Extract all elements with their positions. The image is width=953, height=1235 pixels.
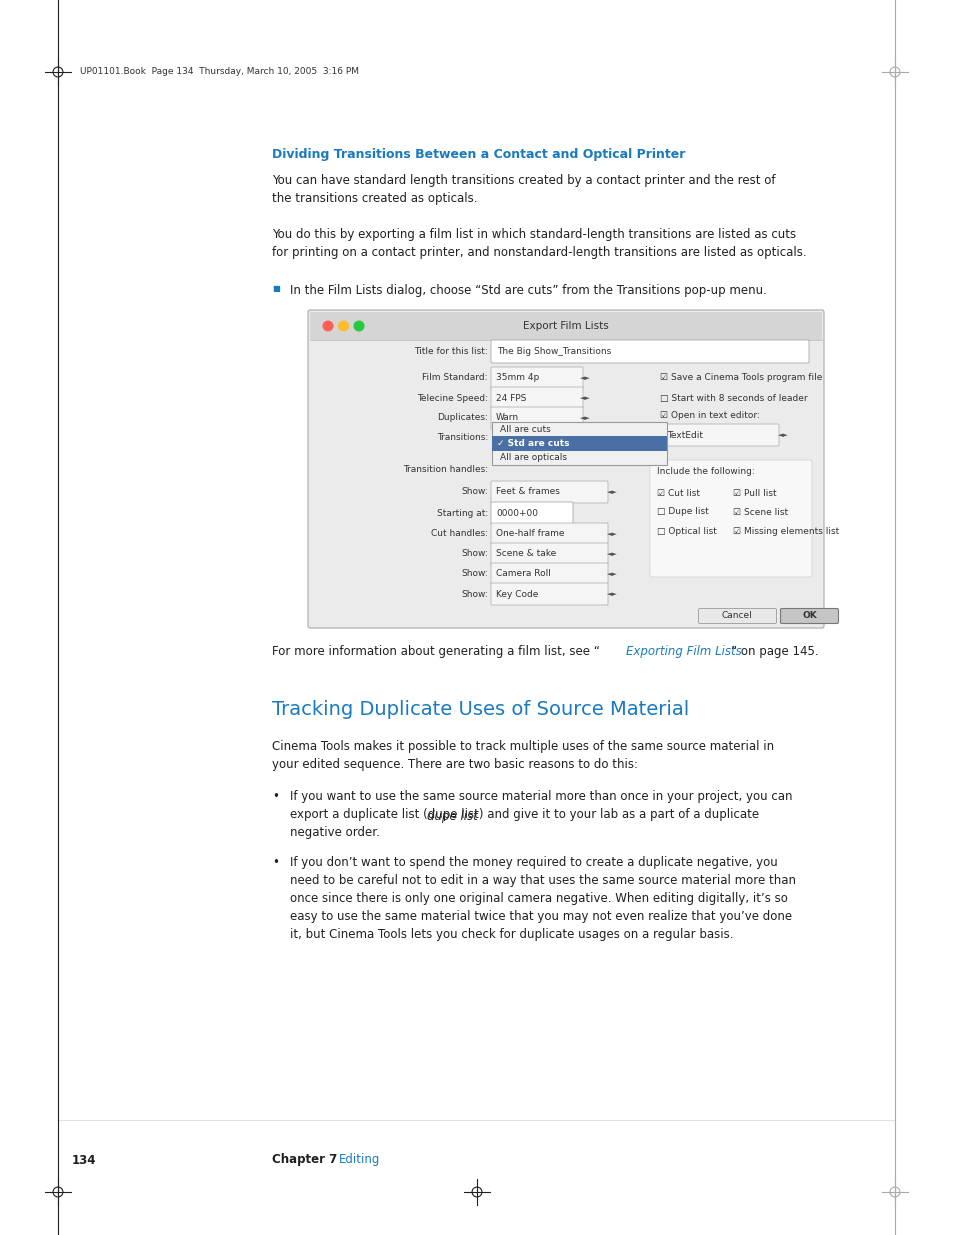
Circle shape (338, 321, 348, 331)
Text: Dividing Transitions Between a Contact and Optical Printer: Dividing Transitions Between a Contact a… (272, 148, 684, 161)
Text: 134: 134 (71, 1153, 96, 1167)
Text: Transition handles:: Transition handles: (402, 466, 488, 474)
Text: OK: OK (801, 611, 817, 620)
Text: Starting at:: Starting at: (436, 509, 488, 517)
Text: Show:: Show: (460, 488, 488, 496)
Text: Cut handles:: Cut handles: (431, 530, 488, 538)
FancyBboxPatch shape (491, 480, 607, 503)
Text: 24 FPS: 24 FPS (496, 394, 526, 403)
Text: 0000+00: 0000+00 (496, 509, 537, 517)
FancyBboxPatch shape (698, 609, 776, 624)
Text: Tracking Duplicate Uses of Source Material: Tracking Duplicate Uses of Source Materi… (272, 700, 688, 719)
Text: Export Film Lists: Export Film Lists (522, 321, 608, 331)
Text: ◄►: ◄► (579, 395, 590, 401)
Text: You do this by exporting a film list in which standard-length transitions are li: You do this by exporting a film list in … (272, 228, 806, 259)
FancyBboxPatch shape (491, 563, 607, 585)
Text: □ Dupe list: □ Dupe list (657, 508, 708, 516)
FancyBboxPatch shape (491, 367, 582, 389)
Text: ” on page 145.: ” on page 145. (730, 645, 818, 658)
Text: ◄►: ◄► (606, 592, 618, 597)
FancyBboxPatch shape (649, 459, 811, 577)
Text: ◄►: ◄► (778, 432, 788, 438)
Circle shape (323, 321, 333, 331)
Text: ◄►: ◄► (606, 551, 618, 557)
Text: Film Standard:: Film Standard: (422, 373, 488, 383)
Text: Show:: Show: (460, 569, 488, 578)
Text: If you want to use the same source material more than once in your project, you : If you want to use the same source mater… (290, 790, 792, 839)
Text: ☑ Scene list: ☑ Scene list (732, 508, 787, 516)
FancyBboxPatch shape (491, 543, 607, 564)
Text: If you don’t want to spend the money required to create a duplicate negative, yo: If you don’t want to spend the money req… (290, 856, 795, 941)
FancyBboxPatch shape (491, 583, 607, 605)
FancyBboxPatch shape (491, 340, 808, 363)
Text: ■: ■ (272, 284, 279, 293)
Text: ☑ Save a Cinema Tools program file: ☑ Save a Cinema Tools program file (659, 373, 821, 383)
Text: ☑ Cut list: ☑ Cut list (657, 489, 700, 498)
Bar (310, 312, 821, 340)
Text: Show:: Show: (460, 550, 488, 558)
Text: TextEdit: TextEdit (666, 431, 702, 440)
Bar (492, 422, 666, 466)
FancyBboxPatch shape (661, 424, 779, 446)
FancyBboxPatch shape (491, 387, 582, 409)
Text: Show:: Show: (460, 589, 488, 599)
Text: For more information about generating a film list, see “: For more information about generating a … (272, 645, 599, 658)
Text: ◄►: ◄► (606, 571, 618, 577)
Text: Title for this list:: Title for this list: (414, 347, 488, 356)
Text: Key Code: Key Code (496, 589, 537, 599)
Text: 35mm 4p: 35mm 4p (496, 373, 538, 383)
Text: Duplicates:: Duplicates: (436, 414, 488, 422)
Text: Cancel: Cancel (720, 611, 752, 620)
Text: The Big Show_Transitions: The Big Show_Transitions (497, 347, 611, 356)
Text: •: • (272, 856, 278, 869)
Text: ☑ Pull list: ☑ Pull list (732, 489, 776, 498)
Circle shape (354, 321, 363, 331)
Text: ◄►: ◄► (579, 375, 590, 382)
Text: UP01101.Book  Page 134  Thursday, March 10, 2005  3:16 PM: UP01101.Book Page 134 Thursday, March 10… (80, 68, 358, 77)
Text: dupe list: dupe list (427, 810, 477, 823)
Text: ☑ Open in text editor:: ☑ Open in text editor: (659, 410, 760, 420)
Text: Exporting Film Lists: Exporting Film Lists (625, 645, 741, 658)
Text: Editing: Editing (338, 1153, 380, 1167)
FancyBboxPatch shape (780, 609, 838, 624)
Text: Transitions:: Transitions: (436, 433, 488, 442)
Text: In the Film Lists dialog, choose “Std are cuts” from the Transitions pop-up menu: In the Film Lists dialog, choose “Std ar… (290, 284, 766, 296)
Text: All are cuts: All are cuts (499, 425, 550, 433)
Text: •: • (272, 790, 278, 803)
Text: Scene & take: Scene & take (496, 550, 556, 558)
Text: ◄►: ◄► (606, 531, 618, 537)
Text: □ Optical list: □ Optical list (657, 526, 716, 536)
Text: Telecine Speed:: Telecine Speed: (416, 394, 488, 403)
Text: You can have standard length transitions created by a contact printer and the re: You can have standard length transitions… (272, 174, 775, 205)
FancyBboxPatch shape (491, 522, 607, 545)
Text: ◄►: ◄► (579, 415, 590, 421)
Text: ✓ Std are cuts: ✓ Std are cuts (497, 438, 569, 448)
Text: One-half frame: One-half frame (496, 530, 564, 538)
Text: □ Start with 8 seconds of leader: □ Start with 8 seconds of leader (659, 394, 807, 403)
Text: All are opticals: All are opticals (499, 453, 566, 462)
Text: Cinema Tools makes it possible to track multiple uses of the same source materia: Cinema Tools makes it possible to track … (272, 740, 773, 771)
Text: Camera Roll: Camera Roll (496, 569, 550, 578)
Bar (492, 436, 666, 451)
FancyBboxPatch shape (491, 408, 582, 429)
Text: Feet & frames: Feet & frames (496, 488, 559, 496)
FancyBboxPatch shape (491, 501, 573, 524)
Text: Warn: Warn (496, 414, 518, 422)
Text: Chapter 7: Chapter 7 (272, 1153, 337, 1167)
Text: ◄►: ◄► (606, 489, 618, 495)
Text: ☑ Missing elements list: ☑ Missing elements list (732, 526, 839, 536)
FancyBboxPatch shape (308, 310, 823, 629)
Text: Include the following:: Include the following: (657, 468, 754, 477)
